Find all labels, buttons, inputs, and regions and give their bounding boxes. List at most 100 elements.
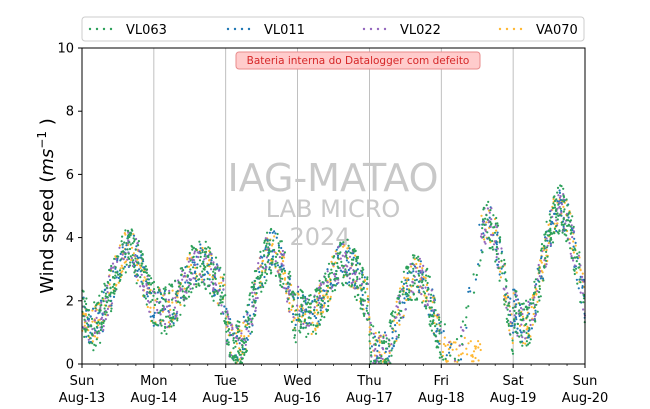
- data-point-vl063: [225, 339, 228, 343]
- data-point-vl063: [203, 255, 206, 258]
- data-point-vl063: [177, 285, 181, 288]
- data-point-vl063: [318, 323, 321, 326]
- data-point-vl063: [351, 263, 354, 266]
- data-point-vl063: [482, 206, 485, 209]
- data-point-va070: [541, 271, 544, 274]
- data-point-vl063: [111, 276, 115, 279]
- data-point-va070: [446, 343, 449, 346]
- data-point-vl063: [426, 267, 429, 270]
- data-point-vl022: [559, 195, 562, 198]
- data-point-vl063: [93, 343, 96, 346]
- data-point-vl063: [84, 330, 87, 333]
- data-point-vl011: [540, 255, 543, 258]
- data-point-vl063: [244, 348, 247, 351]
- data-point-vl063: [344, 281, 347, 284]
- data-point-vl063: [493, 231, 497, 234]
- watermark-line3: 2024: [289, 223, 350, 251]
- data-point-vl063: [543, 245, 546, 248]
- data-point-vl022: [497, 260, 501, 263]
- data-point-vl022: [448, 341, 451, 344]
- data-point-vl063: [430, 306, 433, 309]
- data-point-vl063: [172, 308, 175, 312]
- data-point-vl063: [551, 232, 554, 235]
- data-point-vl011: [496, 231, 499, 234]
- data-point-vl063: [195, 249, 198, 252]
- data-point-vl063: [362, 312, 365, 315]
- data-point-vl063: [214, 272, 217, 275]
- data-point-va070: [405, 277, 408, 280]
- data-point-va070: [235, 342, 238, 345]
- data-point-vl063: [264, 271, 267, 274]
- data-point-vl011: [440, 331, 443, 334]
- data-point-vl063: [497, 257, 500, 260]
- data-point-vl063: [310, 302, 313, 305]
- data-point-vl022: [244, 343, 247, 346]
- data-point-vl063: [116, 271, 119, 274]
- data-point-vl063: [160, 332, 163, 335]
- data-point-va070: [169, 308, 172, 311]
- data-point-vl022: [573, 264, 576, 267]
- data-point-vl022: [212, 287, 215, 290]
- data-point-vl022: [281, 249, 284, 253]
- data-point-va070: [238, 358, 241, 361]
- data-point-va070: [423, 294, 426, 297]
- data-point-va070: [511, 341, 514, 345]
- data-point-vl011: [264, 248, 267, 251]
- data-point-vl063: [538, 271, 541, 274]
- data-point-vl063: [105, 286, 108, 289]
- data-point-vl063: [198, 240, 201, 243]
- y-tick-label: 0: [66, 358, 74, 373]
- data-point-va070: [139, 266, 142, 269]
- data-point-vl063: [86, 309, 89, 312]
- data-point-vl063: [164, 288, 167, 291]
- data-point-vl011: [495, 243, 498, 246]
- data-point-vl063: [105, 311, 108, 314]
- data-point-vl063: [99, 309, 102, 312]
- data-point-vl022: [183, 272, 186, 275]
- watermark: IAG-MATAO LAB MICRO 2024: [227, 156, 438, 251]
- data-point-vl063: [566, 214, 569, 217]
- data-point-vl063: [434, 325, 437, 328]
- data-point-vl063: [188, 251, 191, 255]
- data-point-vl063: [228, 334, 231, 337]
- data-point-vl063: [189, 259, 192, 262]
- data-point-vl063: [243, 351, 246, 354]
- data-point-vl063: [551, 241, 555, 244]
- data-point-vl063: [111, 285, 114, 288]
- data-point-vl063: [120, 258, 123, 261]
- data-point-vl063: [377, 357, 380, 360]
- data-point-vl063: [253, 285, 256, 289]
- data-point-vl011: [432, 294, 435, 297]
- data-point-vl063: [479, 259, 482, 262]
- data-point-vl011: [152, 324, 155, 327]
- data-point-vl063: [182, 295, 185, 298]
- data-point-vl011: [478, 223, 481, 226]
- data-point-vl022: [346, 265, 349, 268]
- data-point-vl022: [145, 291, 148, 294]
- data-point-vl011: [402, 282, 406, 285]
- data-point-vl063: [382, 335, 385, 338]
- data-point-vl063: [151, 298, 154, 302]
- data-point-vl022: [266, 248, 269, 251]
- data-point-vl063: [266, 254, 269, 257]
- data-point-vl022: [228, 331, 231, 334]
- data-point-vl022: [164, 322, 167, 326]
- data-point-vl063: [363, 314, 366, 317]
- data-point-vl063: [253, 270, 257, 273]
- data-point-va070: [273, 235, 276, 238]
- data-point-vl022: [175, 314, 178, 317]
- data-point-vl063: [518, 309, 521, 312]
- data-point-vl063: [377, 360, 380, 363]
- data-point-va070: [467, 342, 470, 345]
- data-point-vl022: [227, 315, 230, 318]
- data-point-vl022: [256, 296, 259, 300]
- data-point-vl011: [296, 296, 299, 300]
- data-point-vl011: [435, 329, 438, 333]
- data-point-vl063: [107, 281, 110, 284]
- data-point-vl063: [536, 310, 539, 313]
- data-point-vl022: [106, 314, 109, 317]
- data-point-vl063: [232, 337, 235, 340]
- data-point-vl063: [576, 282, 579, 285]
- data-point-vl022: [100, 301, 103, 304]
- data-point-vl063: [83, 335, 86, 338]
